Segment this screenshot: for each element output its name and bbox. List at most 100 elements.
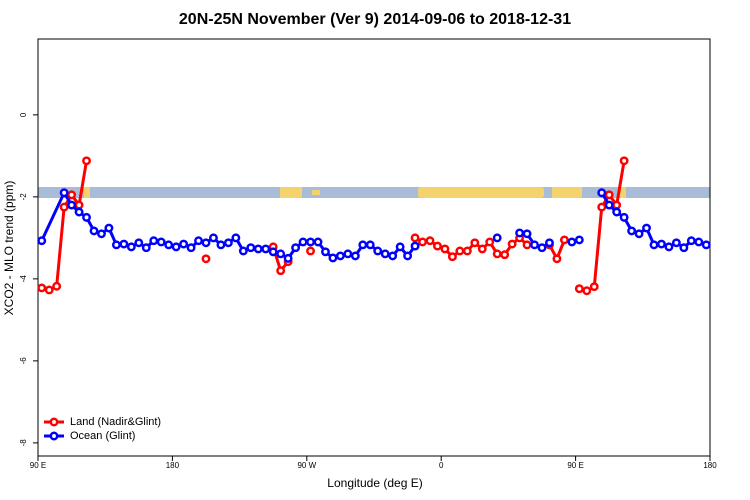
x-tick-label: 90 W	[297, 461, 316, 470]
data-point	[492, 233, 502, 243]
data-point	[358, 240, 368, 250]
data-point	[44, 285, 54, 295]
data-point	[530, 240, 539, 250]
data-point	[388, 251, 398, 261]
data-point	[612, 200, 622, 210]
legend-label: Ocean (Glint)	[70, 430, 135, 442]
data-point	[410, 241, 420, 251]
legend-marker	[49, 417, 59, 427]
data-point	[283, 253, 293, 263]
map-strip	[38, 187, 710, 198]
data-point	[111, 240, 121, 250]
data-point	[298, 237, 308, 247]
data-point	[597, 202, 607, 212]
legend-marker	[49, 431, 59, 441]
data-point	[268, 247, 278, 257]
land-patch	[84, 187, 90, 198]
data-point	[306, 246, 315, 256]
data-point	[552, 254, 562, 264]
data-point	[582, 286, 592, 296]
x-tick-label: 180	[166, 461, 180, 470]
data-point	[470, 238, 480, 248]
data-point	[365, 240, 375, 250]
data-point	[164, 240, 174, 250]
land-patch	[620, 187, 626, 198]
data-point	[619, 156, 629, 166]
data-point	[74, 200, 84, 210]
data-point	[343, 249, 353, 259]
data-point	[37, 236, 47, 246]
data-point	[74, 207, 84, 217]
data-point	[67, 200, 77, 210]
data-point	[515, 228, 525, 238]
data-point	[276, 266, 286, 276]
legend-label: Land (Nadir&Glint)	[70, 416, 161, 428]
data-point	[604, 190, 614, 200]
data-point	[350, 251, 360, 261]
x-tick-label: 90 E	[30, 461, 46, 470]
data-point	[619, 212, 629, 222]
data-point	[209, 233, 218, 243]
data-point	[403, 251, 413, 261]
data-point	[306, 237, 315, 247]
data-point	[671, 238, 681, 248]
land-patch	[552, 187, 582, 198]
data-point	[119, 239, 129, 249]
ocean-strip	[38, 187, 710, 198]
data-point	[507, 239, 517, 249]
data-point	[455, 246, 465, 256]
data-point	[52, 281, 62, 291]
data-point	[253, 244, 263, 254]
data-point	[335, 251, 345, 261]
data-point	[574, 235, 584, 245]
data-point	[216, 240, 226, 250]
data-point	[522, 240, 532, 250]
data-point	[433, 241, 442, 251]
data-point	[701, 240, 711, 250]
data-point	[649, 240, 659, 250]
land-patch	[312, 190, 320, 195]
y-tick-label: -8	[19, 439, 28, 447]
data-point	[134, 238, 144, 248]
data-point	[604, 200, 614, 210]
x-tick-label: 180	[703, 461, 717, 470]
data-point	[238, 246, 248, 256]
data-point	[82, 156, 91, 166]
data-point	[373, 246, 383, 256]
data-point	[500, 250, 510, 260]
data-point	[291, 243, 301, 253]
land-patch	[280, 187, 302, 198]
data-point	[440, 244, 450, 254]
data-point	[126, 242, 136, 252]
plot-frame	[37, 38, 711, 457]
data-point	[664, 242, 674, 252]
data-point	[634, 229, 644, 239]
data-point	[171, 242, 181, 252]
data-point	[597, 188, 607, 198]
data-point	[223, 238, 233, 248]
data-point	[97, 229, 106, 239]
data-point	[395, 242, 405, 252]
data-point	[522, 229, 532, 239]
data-point	[59, 188, 69, 198]
data-point	[67, 190, 77, 200]
y-tick-label: -2	[19, 193, 28, 201]
data-point	[567, 237, 577, 247]
y-tick-label: 0	[19, 112, 28, 117]
data-point	[447, 252, 457, 262]
data-point	[492, 249, 502, 259]
data-point	[679, 243, 689, 253]
data-point	[477, 244, 487, 254]
data-point	[418, 237, 427, 247]
data-point	[425, 236, 435, 246]
x-axis-label: Longitude (deg E)	[327, 476, 422, 490]
data-point	[82, 212, 91, 222]
data-point	[104, 223, 114, 233]
data-point	[231, 233, 241, 243]
data-point	[642, 223, 651, 233]
y-tick-label: -6	[19, 357, 28, 365]
data-point	[201, 238, 211, 248]
data-point	[545, 238, 554, 248]
data-point	[462, 246, 472, 256]
